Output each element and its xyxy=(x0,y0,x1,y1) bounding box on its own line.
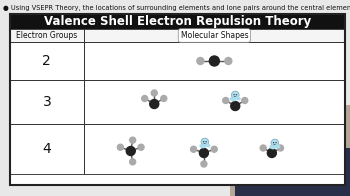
Circle shape xyxy=(201,138,209,146)
Text: 2: 2 xyxy=(42,54,51,68)
Circle shape xyxy=(271,139,279,147)
Circle shape xyxy=(223,97,229,103)
Bar xyxy=(10,14,345,185)
Circle shape xyxy=(260,145,266,151)
Text: Valence Shell Electron Repulsion Theory: Valence Shell Electron Repulsion Theory xyxy=(44,15,311,28)
Circle shape xyxy=(231,102,240,111)
Circle shape xyxy=(142,95,148,102)
Bar xyxy=(84,42,345,80)
Bar xyxy=(84,80,345,124)
Circle shape xyxy=(161,95,167,102)
Circle shape xyxy=(225,57,232,64)
Circle shape xyxy=(262,112,318,168)
Circle shape xyxy=(205,141,207,142)
Circle shape xyxy=(267,149,276,158)
Circle shape xyxy=(117,144,124,150)
Circle shape xyxy=(233,94,235,95)
Bar xyxy=(10,42,84,80)
Circle shape xyxy=(231,91,239,99)
Circle shape xyxy=(151,90,157,96)
Circle shape xyxy=(203,141,204,142)
Circle shape xyxy=(199,149,208,158)
Bar xyxy=(230,105,350,196)
Circle shape xyxy=(190,146,197,152)
Circle shape xyxy=(242,97,248,103)
Circle shape xyxy=(211,146,217,152)
Text: Electron Groups: Electron Groups xyxy=(16,31,77,40)
Bar xyxy=(10,14,345,185)
Bar xyxy=(84,124,345,174)
Circle shape xyxy=(278,145,284,151)
Text: ● Using VSEPR Theory, the locations of surrounding elements and lone pairs aroun: ● Using VSEPR Theory, the locations of s… xyxy=(3,5,350,11)
Text: CLUTCH: CLUTCH xyxy=(257,168,293,177)
Circle shape xyxy=(275,142,277,143)
Circle shape xyxy=(273,142,274,143)
Bar xyxy=(10,29,84,42)
Circle shape xyxy=(130,159,136,165)
Text: Molecular Shapes: Molecular Shapes xyxy=(181,31,248,40)
Bar xyxy=(10,124,84,174)
Circle shape xyxy=(130,137,136,143)
Bar xyxy=(235,148,350,196)
Bar xyxy=(84,29,345,42)
Circle shape xyxy=(126,146,135,155)
Circle shape xyxy=(236,94,237,95)
Circle shape xyxy=(197,57,204,64)
Bar xyxy=(10,14,345,29)
Text: 4: 4 xyxy=(42,142,51,156)
Circle shape xyxy=(150,100,159,109)
Circle shape xyxy=(201,161,207,167)
Bar xyxy=(10,80,84,124)
Circle shape xyxy=(138,144,144,150)
Text: 3: 3 xyxy=(42,95,51,109)
Circle shape xyxy=(209,56,219,66)
